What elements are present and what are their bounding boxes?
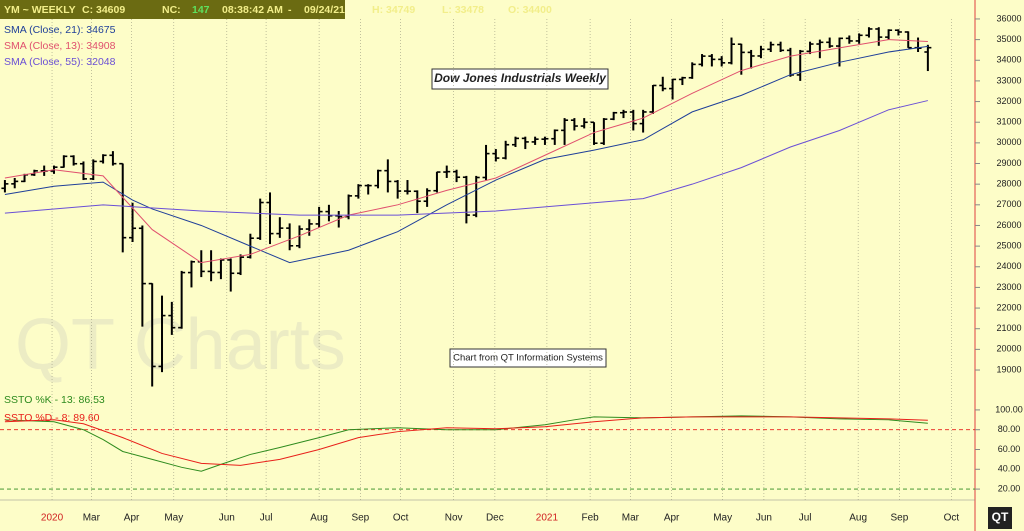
y-tick-label: 20000 — [996, 344, 1021, 354]
header-field: 09/24/21 — [304, 4, 345, 16]
header-field: O: 34400 — [508, 4, 552, 16]
y-tick-label: 21000 — [996, 323, 1021, 333]
y-tick-label: 22000 — [996, 302, 1021, 312]
header-field: 08:38:42 AM — [222, 4, 283, 16]
x-tick-label: 2021 — [536, 513, 559, 524]
y-tick-label: 20.00 — [998, 483, 1021, 493]
x-tick-label: Aug — [310, 513, 328, 524]
x-tick-label: May — [164, 513, 183, 524]
header-field: L: 33478 — [442, 4, 484, 16]
series-line — [4, 45, 928, 264]
x-tick-label: Jun — [219, 513, 235, 524]
header-field: C: 34609 — [82, 4, 125, 16]
annotation-box — [449, 348, 607, 368]
x-tick-label: Nov — [445, 513, 463, 524]
y-tick-label: 35000 — [996, 34, 1021, 44]
title-box — [431, 68, 609, 90]
y-tick-label: 31000 — [996, 117, 1021, 127]
y-tick-label: 60.00 — [998, 444, 1021, 454]
x-tick-label: Mar — [83, 513, 101, 524]
header-field: - — [288, 4, 292, 16]
y-tick-label: 100.00 — [995, 404, 1023, 414]
x-tick-label: 2020 — [41, 513, 64, 524]
x-tick-label: Jul — [260, 513, 273, 524]
series-line — [4, 39, 928, 264]
header-field: 147 — [192, 4, 210, 16]
legend-entry: SSTO %D - 8: 89.60 — [4, 412, 100, 424]
y-tick-label: 40.00 — [998, 464, 1021, 474]
x-tick-label: Jun — [756, 513, 772, 524]
x-tick-label: Sep — [351, 513, 369, 524]
x-tick-label: Oct — [393, 513, 409, 524]
y-tick-label: 24000 — [996, 261, 1021, 271]
x-tick-label: Jul — [799, 513, 812, 524]
y-tick-label: 80.00 — [998, 424, 1021, 434]
header-field: H: 34749 — [372, 4, 415, 16]
y-tick-label: 23000 — [996, 282, 1021, 292]
x-tick-label: Feb — [581, 513, 599, 524]
watermark: QT Charts — [15, 305, 346, 385]
x-tick-label: Mar — [622, 513, 640, 524]
y-tick-label: 25000 — [996, 240, 1021, 250]
logo-box — [988, 507, 1012, 529]
x-tick-label: Apr — [124, 513, 140, 524]
y-tick-label: 27000 — [996, 199, 1021, 209]
series-line — [4, 100, 928, 216]
series-line — [4, 415, 928, 472]
y-tick-label: 34000 — [996, 55, 1021, 65]
y-tick-label: 19000 — [996, 364, 1021, 374]
header-field: YM ~ WEEKLY — [4, 4, 76, 16]
y-tick-label: 28000 — [996, 179, 1021, 189]
series-line — [4, 416, 928, 466]
x-tick-label: Oct — [944, 513, 960, 524]
legend-entry: SMA (Close, 13): 34908 — [4, 40, 116, 52]
logo: QT — [992, 510, 1009, 524]
legend-entry: SSTO %K - 13: 86.53 — [4, 394, 105, 406]
x-tick-label: Aug — [849, 513, 867, 524]
annotation: Chart from QT Information Systems — [453, 353, 603, 364]
x-tick-label: Sep — [890, 513, 908, 524]
y-tick-label: 32000 — [996, 96, 1021, 106]
y-tick-label: 33000 — [996, 75, 1021, 85]
chart-title: Dow Jones Industrials Weekly — [434, 71, 607, 85]
y-tick-label: 29000 — [996, 158, 1021, 168]
x-tick-label: May — [713, 513, 732, 524]
y-tick-label: 36000 — [996, 13, 1021, 23]
y-tick-label: 26000 — [996, 220, 1021, 230]
x-tick-label: Dec — [486, 513, 504, 524]
legend-entry: SMA (Close, 21): 34675 — [4, 24, 116, 36]
header-bar — [0, 0, 345, 19]
y-tick-label: 30000 — [996, 137, 1021, 147]
legend-entry: SMA (Close, 55): 32048 — [4, 56, 116, 68]
header-field: NC: — [162, 4, 181, 16]
x-tick-label: Apr — [664, 513, 680, 524]
